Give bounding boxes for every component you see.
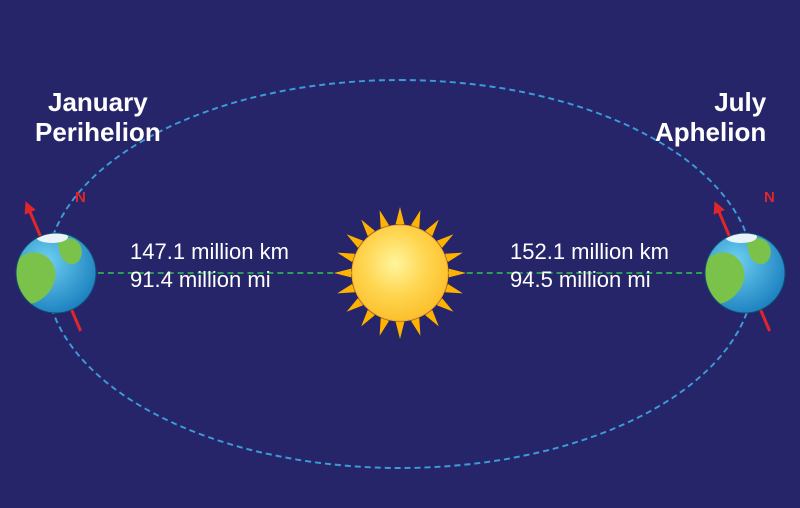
aphelion-mi: 94.5 million mi (510, 266, 669, 294)
aphelion-km: 152.1 million km (510, 238, 669, 266)
aphelion-line2: Aphelion (655, 118, 766, 148)
perihelion-line2: Perihelion (35, 117, 161, 147)
sun-icon (320, 193, 480, 353)
perihelion-km: 147.1 million km (130, 238, 289, 266)
earth-perihelion-icon (0, 188, 116, 358)
perihelion-mi: 91.4 million mi (130, 266, 289, 294)
perihelion-distance: 147.1 million km 91.4 million mi (130, 238, 289, 293)
aphelion-distance: 152.1 million km 94.5 million mi (510, 238, 669, 293)
earth-aphelion-icon (685, 188, 800, 358)
north-label-right: N (764, 189, 775, 206)
north-label-left: N (75, 189, 86, 206)
perihelion-line1: January (48, 87, 148, 117)
aphelion-line1: July (655, 88, 766, 118)
aphelion-title: July Aphelion (655, 88, 766, 148)
perihelion-title: January Perihelion (35, 88, 161, 148)
